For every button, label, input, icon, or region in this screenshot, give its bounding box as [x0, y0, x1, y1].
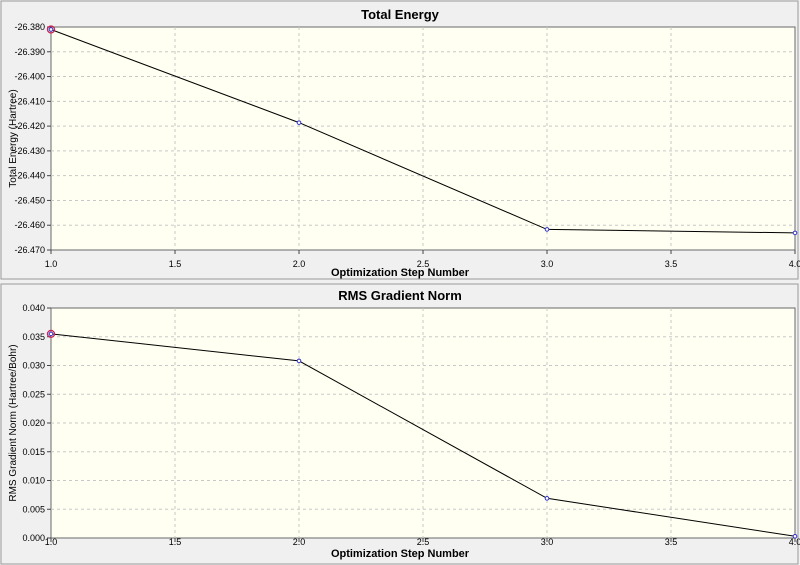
- x-tick-label: 1.5: [169, 537, 182, 547]
- x-tick-label: 3.0: [541, 537, 554, 547]
- data-point: [792, 230, 798, 236]
- chart-panel-1: Total Energy 1.0 1.5 2.0 2.5 3.0 3.5 4.0 -26.380…: [0, 0, 800, 280]
- x-tick-label: 2.5: [417, 537, 430, 547]
- x-tick-label: 3.5: [665, 537, 678, 547]
- x-tick-label: 4.0: [789, 259, 800, 269]
- y-tick-label: -26.420: [14, 121, 45, 131]
- y-tick-label: -26.410: [14, 96, 45, 106]
- y-tick-label: 0.005: [22, 504, 45, 514]
- y-tick-label: -26.380: [14, 22, 45, 32]
- highlighted-point: [46, 25, 56, 34]
- x-axis-label: Optimization Step Number: [331, 548, 470, 560]
- y-tick-label: 0.025: [22, 389, 45, 399]
- y-tick-label: 0.020: [22, 418, 45, 428]
- x-tick-label: 1.0: [45, 259, 58, 269]
- data-point: [792, 533, 798, 539]
- highlighted-point: [46, 329, 56, 339]
- y-tick-label: 0.040: [22, 303, 45, 313]
- y-tick-label: -26.390: [14, 47, 45, 57]
- x-tick-label: 2.0: [293, 537, 306, 547]
- x-tick-label: 2.5: [417, 259, 430, 269]
- x-tick-label: 1.0: [45, 537, 58, 547]
- y-tick-label: -26.430: [14, 146, 45, 156]
- y-tick-label: 0.015: [22, 447, 45, 457]
- x-tick-label: 1.5: [169, 259, 182, 269]
- y-tick-label: -26.460: [14, 220, 45, 230]
- y-tick-label: 0.010: [22, 476, 45, 486]
- x-tick-label: 3.0: [541, 259, 554, 269]
- data-point: [296, 120, 302, 125]
- x-tick-label: 4.0: [789, 537, 800, 547]
- chart-panel-2: RMS Gradient Norm 1.0 1.5 2.0 2.5 3.0 3.5 4.0 0.…: [0, 283, 800, 565]
- data-point: [296, 358, 302, 364]
- data-point: [48, 27, 54, 32]
- y-tick-label: -26.470: [14, 245, 45, 255]
- series-line: [50, 29, 796, 234]
- y-tick-label: 0.035: [22, 332, 45, 342]
- plot-area: [50, 26, 796, 251]
- data-point: [48, 331, 54, 337]
- y-tick-label: 0.030: [22, 361, 45, 371]
- x-tick-label: 2.0: [293, 259, 306, 269]
- y-tick-label: 0.000: [22, 533, 45, 543]
- y-tick-label: -26.440: [14, 171, 45, 181]
- series-line: [50, 333, 796, 537]
- chart-title: Total Energy: [361, 7, 440, 22]
- chart-title: RMS Gradient Norm: [338, 288, 462, 303]
- data-point: [544, 496, 550, 501]
- y-axis-label: Total Energy (Hartree): [8, 89, 19, 187]
- y-axis-label: RMS Gradient Norm (Hartree/Bohr): [8, 344, 19, 501]
- y-tick-label: -26.400: [14, 72, 45, 82]
- x-axis-label: Optimization Step Number: [331, 267, 470, 279]
- x-tick-label: 3.5: [665, 259, 678, 269]
- data-point: [544, 227, 550, 232]
- y-tick-label: -26.450: [14, 195, 45, 205]
